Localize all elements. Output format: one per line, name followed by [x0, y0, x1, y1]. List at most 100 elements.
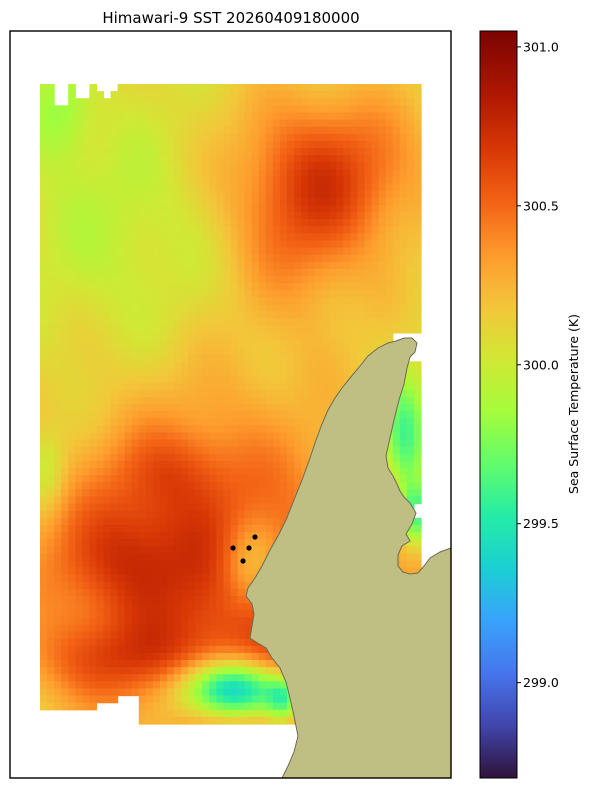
sst-cell [216, 560, 225, 569]
sst-cell [209, 681, 217, 690]
sst-cell [265, 140, 274, 149]
sst-cell [131, 581, 140, 590]
sst-cell [301, 176, 309, 185]
sst-cell [124, 453, 133, 462]
sst-cell [188, 133, 196, 142]
sst-cell [265, 439, 274, 448]
sst-cell [301, 347, 309, 355]
sst-cell [54, 674, 62, 682]
sst-cell [209, 688, 217, 697]
sst-cell [343, 254, 352, 263]
sst-cell [82, 148, 90, 156]
sst-cell [54, 261, 62, 270]
sst-cell [223, 695, 232, 704]
sst-cell [61, 460, 69, 469]
sst-cell [244, 468, 253, 476]
sst-cell [399, 112, 408, 121]
sst-cell [209, 247, 217, 256]
sst-cell [152, 660, 161, 668]
sst-cell [124, 276, 133, 284]
sst-cell [216, 354, 225, 362]
sst-cell [110, 404, 119, 412]
sst-cell [209, 332, 217, 341]
sst-cell [237, 439, 246, 448]
sst-cell [117, 638, 126, 647]
sst-cell [413, 546, 422, 554]
sst-cell [399, 318, 408, 327]
sst-cell [40, 453, 48, 462]
sst-cell [138, 176, 147, 185]
sst-cell [251, 468, 260, 476]
sst-cell [159, 283, 168, 291]
sst-cell [413, 439, 422, 448]
sst-cell [202, 496, 210, 505]
sst-cell [181, 382, 189, 391]
sst-cell [378, 340, 387, 348]
sst-cell [145, 276, 154, 284]
sst-cell [209, 91, 217, 99]
sst-cell [82, 539, 90, 547]
sst-cell [406, 268, 415, 277]
sst-cell [202, 290, 210, 298]
sst-cell [103, 119, 112, 128]
sst-cell [272, 318, 281, 327]
sst-cell [272, 126, 281, 135]
sst-cell [61, 553, 69, 562]
sst-cell [286, 261, 295, 270]
sst-cell [174, 688, 182, 697]
sst-cell [124, 368, 133, 377]
sst-cell [131, 254, 140, 263]
sst-cell [181, 674, 189, 682]
sst-cell [350, 105, 359, 114]
sst-cell [392, 318, 401, 327]
sst-cell [103, 247, 112, 256]
sst-cell [75, 119, 83, 128]
sst-cell [237, 240, 246, 249]
sst-cell [237, 517, 246, 526]
sst-cell [188, 425, 196, 434]
sst-cell [40, 347, 48, 355]
sst-cell [124, 546, 133, 554]
sst-cell [385, 240, 394, 249]
sst-cell [167, 425, 175, 434]
sst-cell [258, 212, 267, 220]
sst-cell [110, 162, 119, 170]
sst-cell [251, 197, 260, 206]
sst-cell [279, 261, 288, 270]
sst-cell [68, 446, 76, 455]
sst-cell [117, 524, 126, 533]
sst-cell [75, 226, 83, 234]
sst-cell [244, 638, 253, 647]
sst-cell [195, 404, 203, 412]
sst-cell [138, 475, 147, 483]
sst-cell [188, 261, 196, 270]
sst-cell [216, 389, 225, 398]
sst-cell [89, 112, 98, 121]
sst-cell [329, 105, 337, 114]
sst-cell [117, 297, 126, 306]
sst-cell [174, 290, 182, 298]
sst-cell [145, 155, 154, 163]
sst-cell [272, 681, 281, 690]
sst-cell [68, 517, 76, 526]
sst-cell [75, 162, 83, 170]
sst-cell [265, 311, 274, 320]
sst-cell [258, 183, 267, 192]
sst-cell [89, 439, 98, 448]
sst-cell [75, 325, 83, 334]
sst-cell [286, 126, 295, 135]
sst-cell [195, 119, 203, 128]
sst-cell [251, 638, 260, 647]
sst-cell [89, 375, 98, 384]
sst-cell [188, 567, 196, 576]
sst-cell [89, 418, 98, 426]
sst-cell [131, 688, 140, 697]
sst-cell [308, 169, 316, 178]
sst-cell [251, 304, 260, 313]
sst-cell [40, 631, 48, 640]
sst-cell [181, 553, 189, 562]
sst-cell [343, 340, 352, 348]
sst-cell [202, 197, 210, 206]
sst-cell [110, 496, 119, 505]
sst-cell [68, 396, 76, 405]
